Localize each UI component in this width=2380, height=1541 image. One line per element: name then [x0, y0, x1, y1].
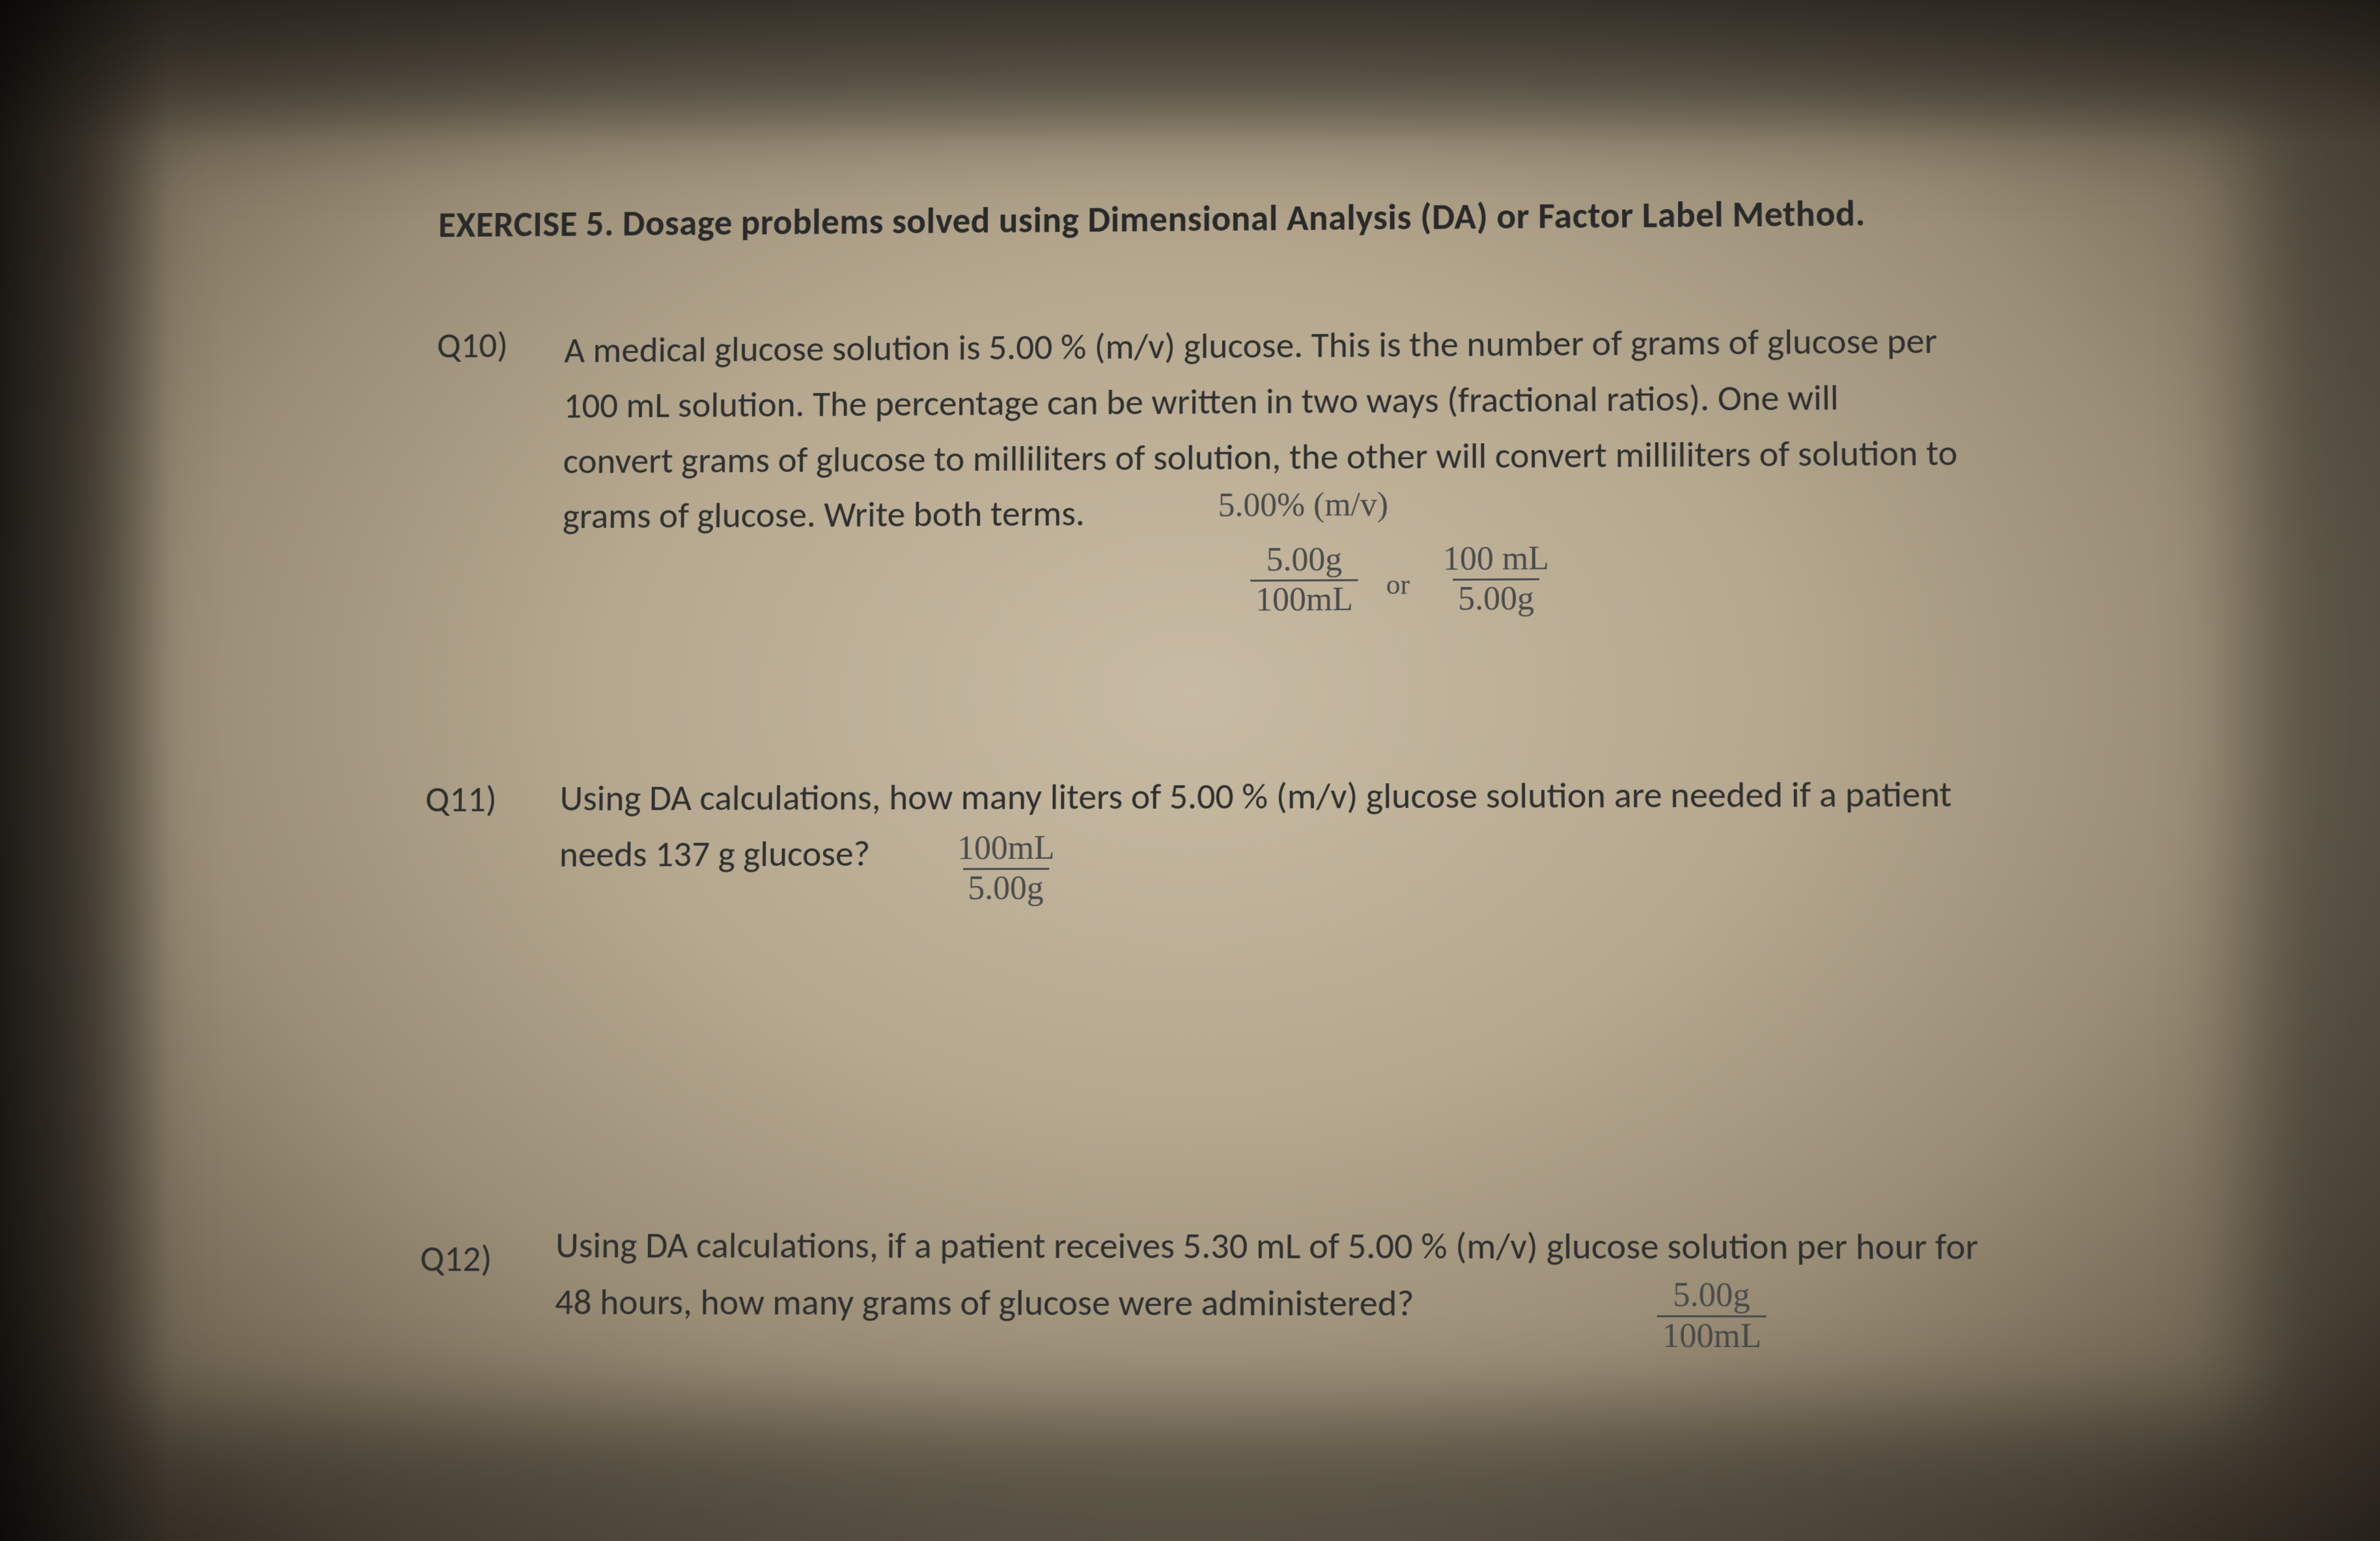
q11-frac-den: 5.00g — [962, 868, 1048, 907]
q10-hand-header: 5.00% (m/v) — [1218, 486, 1388, 525]
q12-line2: 48 hours, how many grams of glucose were… — [555, 1280, 1414, 1326]
q12-label: Q12) — [420, 1237, 492, 1281]
worksheet-page: EXERCISE 5. Dosage problems solved using… — [275, 3, 2309, 1541]
q10-frac1: 5.00g 100mL — [1250, 542, 1358, 618]
q11-line1: Using DA calculations, how many liters o… — [559, 773, 1952, 821]
q11-label: Q11) — [425, 778, 497, 822]
q10-label: Q10) — [437, 324, 509, 368]
q12-frac-den: 100mL — [1657, 1315, 1767, 1355]
q10-frac2-den: 5.00g — [1453, 578, 1539, 617]
q11-body: Using DA calculations, how many liters o… — [559, 766, 2254, 883]
q10-frac1-num: 5.00g — [1261, 542, 1347, 579]
q10-frac2: 100 mL 5.00g — [1438, 542, 1554, 617]
q12-body: Using DA calculations, if a patient rece… — [555, 1217, 2260, 1334]
q10-line3: convert grams of glucose to milliliters … — [563, 431, 1958, 483]
q10-line1: A medical glucose solution is 5.00 % (m/… — [564, 320, 1937, 373]
left-shadow — [0, 0, 169, 1541]
exercise-title: EXERCISE 5. Dosage problems solved using… — [438, 192, 1866, 247]
q12-frac-num: 5.00g — [1668, 1278, 1756, 1315]
q11-line2: needs 137 g glucose? — [559, 832, 871, 877]
q10-frac2-num: 100 mL — [1438, 542, 1554, 579]
q12-line1: Using DA calculations, if a patient rece… — [555, 1223, 1978, 1270]
q11-hand-frac: 100mL 5.00g — [952, 831, 1060, 906]
q10-frac1-den: 100mL — [1250, 579, 1358, 618]
q10-or: or — [1386, 568, 1410, 600]
q11-frac: 100mL 5.00g — [952, 831, 1060, 906]
q10-line4: grams of glucose. Write both terms. — [563, 492, 1085, 538]
q10-body: A medical glucose solution is 5.00 % (m/… — [563, 311, 2250, 545]
q12-hand-frac: 5.00g 100mL — [1657, 1278, 1767, 1355]
q12-frac: 5.00g 100mL — [1657, 1278, 1767, 1355]
q10-line2: 100 mL solution. The percentage can be w… — [563, 376, 1838, 428]
q10-hand-fracs: 5.00g 100mL or 100 mL 5.00g — [1250, 542, 1554, 618]
q11-frac-num: 100mL — [952, 831, 1059, 868]
